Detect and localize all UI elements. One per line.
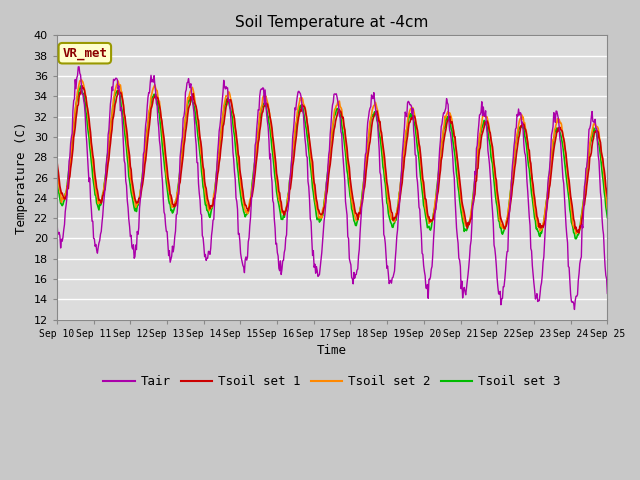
Tsoil set 1	[575, 230, 583, 236]
Line: Tsoil set 3: Tsoil set 3	[57, 86, 607, 239]
Tsoil set 2	[77, 77, 85, 83]
Tsoil set 2	[400, 150, 408, 156]
Tair	[63, 196, 70, 202]
Tair	[400, 133, 408, 139]
Tsoil set 3	[77, 83, 84, 89]
Tsoil set 1	[120, 110, 128, 116]
Tsoil set 3	[572, 236, 580, 242]
Tsoil set 3	[205, 214, 213, 219]
Tsoil set 3	[120, 124, 128, 130]
Legend: Tair, Tsoil set 1, Tsoil set 2, Tsoil set 3: Tair, Tsoil set 1, Tsoil set 2, Tsoil se…	[99, 370, 566, 393]
Line: Tair: Tair	[57, 67, 607, 310]
Tsoil set 1	[78, 83, 86, 89]
Tair	[571, 307, 579, 312]
Tair	[120, 158, 128, 164]
Tsoil set 3	[176, 166, 184, 172]
Tsoil set 1	[176, 180, 184, 185]
Tsoil set 2	[604, 206, 611, 212]
Tsoil set 1	[53, 157, 61, 163]
Tsoil set 1	[604, 193, 611, 199]
Tsoil set 2	[205, 208, 213, 214]
Text: VR_met: VR_met	[62, 47, 108, 60]
Tsoil set 3	[63, 187, 70, 192]
X-axis label: Time: Time	[317, 344, 347, 357]
Tair	[53, 217, 61, 223]
Tair	[205, 249, 213, 255]
Tair	[176, 154, 184, 160]
Tsoil set 1	[63, 192, 70, 197]
Tsoil set 2	[53, 165, 61, 171]
Tair	[604, 290, 611, 296]
Tsoil set 3	[604, 215, 611, 220]
Line: Tsoil set 1: Tsoil set 1	[57, 86, 607, 233]
Tsoil set 3	[416, 165, 424, 170]
Tsoil set 3	[53, 178, 61, 184]
Tsoil set 1	[416, 144, 424, 150]
Tsoil set 2	[176, 168, 184, 174]
Tsoil set 1	[400, 165, 408, 170]
Tair	[416, 206, 424, 212]
Line: Tsoil set 2: Tsoil set 2	[57, 80, 607, 234]
Tsoil set 2	[63, 185, 70, 191]
Title: Soil Temperature at -4cm: Soil Temperature at -4cm	[236, 15, 429, 30]
Tsoil set 2	[120, 113, 128, 119]
Y-axis label: Temperature (C): Temperature (C)	[15, 121, 28, 234]
Tsoil set 1	[205, 203, 213, 208]
Tsoil set 2	[416, 149, 424, 155]
Tsoil set 2	[572, 231, 580, 237]
Tair	[75, 64, 83, 70]
Tsoil set 3	[400, 148, 408, 154]
